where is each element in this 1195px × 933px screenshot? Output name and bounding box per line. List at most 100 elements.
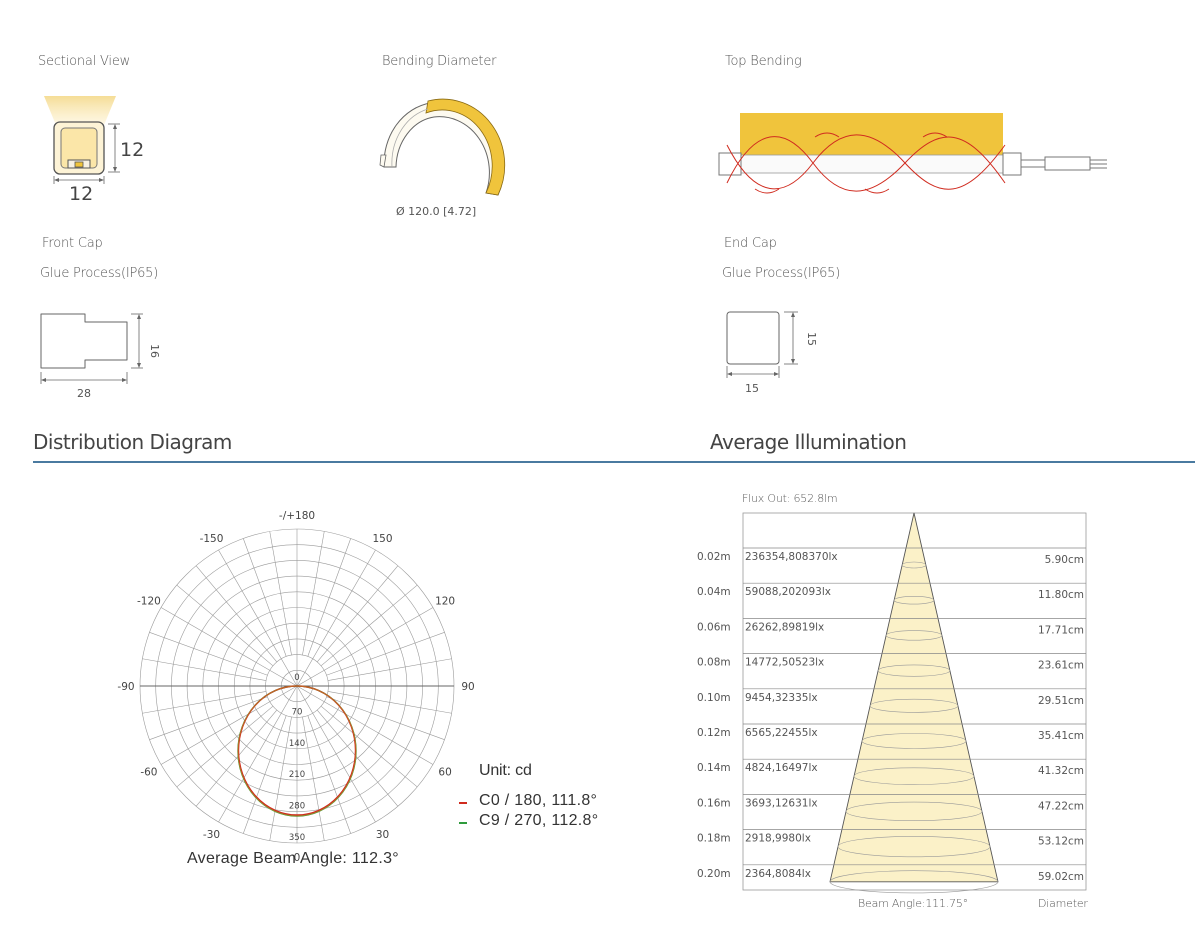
- polar-grid-spoke: [195, 565, 278, 663]
- polar-grid-spoke: [142, 658, 267, 681]
- legend-label-c9: C9 / 270, 112.8°: [479, 812, 599, 829]
- polar-grid-spoke: [307, 538, 351, 657]
- illumination-lux: 14772,50523lx: [745, 657, 824, 669]
- polar-radial-label: 140: [289, 739, 305, 749]
- illumination-distance: 0.16m: [697, 797, 731, 809]
- illumination-distance: 0.12m: [697, 727, 731, 739]
- polar-grid-spoke: [320, 705, 418, 788]
- polar-radial-label: 280: [289, 802, 305, 812]
- bending-diameter-drawing: Ø 120.0 [4.72]: [379, 98, 506, 218]
- legend-label-c0: C0 / 180, 111.8°: [479, 792, 598, 809]
- front-cap-drawing: 16 28: [40, 313, 161, 400]
- legend-swatch-c9: [459, 822, 467, 824]
- polar-grid-spoke: [149, 632, 268, 676]
- illumination-distance: 0.06m: [697, 621, 731, 633]
- average-illumination-heading: Average Illumination: [710, 430, 907, 454]
- illumination-distance: 0.08m: [697, 657, 731, 669]
- sectional-width-dim: 12: [69, 183, 93, 205]
- illumination-lux: 6565,22455lx: [745, 727, 818, 739]
- unit-label: Unit: cd: [479, 762, 532, 779]
- illumination-distance: 0.10m: [697, 692, 731, 704]
- polar-grid-spoke: [296, 685, 376, 823]
- beam-angle-label: Beam Angle:111.75°: [858, 897, 968, 910]
- bending-diameter-label: Bending Diameter: [382, 54, 497, 69]
- beam-cross-section: [893, 595, 935, 605]
- polar-angle-label: 0: [294, 852, 301, 864]
- polar-angle-label: -150: [200, 533, 224, 545]
- polar-grid-spoke: [296, 685, 434, 765]
- illumination-frame: [742, 512, 1087, 891]
- polar-angle-label: -90: [117, 681, 134, 693]
- polar-grid-spoke: [218, 685, 298, 823]
- polar-grid-spoke: [269, 531, 292, 656]
- polar-grid-spoke: [218, 549, 298, 687]
- polar-angle-label: 90: [461, 681, 474, 693]
- sectional-view-drawing: 12 12: [44, 96, 144, 205]
- legend-swatch-c0: [459, 802, 467, 804]
- illumination-lux: 236354,808370lx: [745, 551, 838, 563]
- polar-radial-label: 350: [289, 833, 305, 843]
- polar-grid-spoke: [327, 691, 452, 714]
- distribution-diagram-heading: Distribution Diagram: [33, 430, 232, 454]
- front-cap-height-dim: 16: [148, 344, 161, 358]
- illumination-distance: 0.18m: [697, 833, 731, 845]
- beam-cross-section: [901, 561, 927, 569]
- illumination-diameter: 53.12cm: [1038, 836, 1084, 848]
- polar-grid-spoke: [160, 607, 298, 687]
- illumination-lux: 26262,89819lx: [745, 621, 824, 633]
- end-glue-process-label: Glue Process(IP65): [722, 266, 841, 281]
- beam-cross-section: [885, 630, 943, 641]
- average-beam-angle: Average Beam Angle: 112.3°: [187, 850, 399, 867]
- polar-grid-spoke: [296, 607, 434, 687]
- beam-cross-section: [845, 801, 983, 822]
- polar-grid-spoke: [302, 716, 325, 841]
- illumination-diameter: 29.51cm: [1038, 695, 1084, 707]
- polar-radial-label: 210: [289, 770, 305, 780]
- illumination-lux: 9454,32335lx: [745, 692, 818, 704]
- polar-angle-label: 30: [376, 829, 389, 841]
- top-bending-label: Top Bending: [725, 54, 802, 69]
- illumination-lux: 2918,9980lx: [745, 833, 811, 845]
- polar-grid-spoke: [296, 549, 376, 687]
- front-glue-process-label: Glue Process(IP65): [40, 266, 159, 281]
- polar-grid-spoke: [243, 538, 287, 657]
- polar-grid-spoke: [302, 531, 325, 656]
- illumination-lux: 4824,16497lx: [745, 762, 818, 774]
- polar-angle-label: 120: [435, 596, 455, 608]
- illumination-lux: 3693,12631lx: [745, 797, 818, 809]
- end-cap-label: End Cap: [724, 236, 777, 251]
- polar-grid-spoke: [243, 715, 287, 834]
- end-cap-drawing: 15 15: [726, 311, 818, 395]
- diameter-column-label: Diameter: [1038, 897, 1088, 910]
- beam-cross-section: [877, 664, 951, 677]
- polar-angle-label: -120: [137, 596, 161, 608]
- beam-cross-section: [853, 767, 975, 785]
- illumination-diameter: 59.02cm: [1038, 871, 1084, 883]
- end-cap-width-dim: 15: [745, 382, 759, 395]
- polar-angle-label: -/+180: [279, 510, 315, 522]
- illumination-diameter: 5.90cm: [1045, 554, 1084, 566]
- illumination-diameter: 35.41cm: [1038, 730, 1084, 742]
- illumination-lux: 2364,8084lx: [745, 868, 811, 880]
- illumination-distance: 0.14m: [697, 762, 731, 774]
- illumination-distance: 0.04m: [697, 586, 731, 598]
- illumination-lux: 59088,202093lx: [745, 586, 831, 598]
- polar-grid-spoke: [326, 632, 445, 676]
- section-divider: [33, 461, 1195, 463]
- polar-radial-label: 70: [292, 707, 303, 717]
- polar-distribution-diagram: -/+180 150 -150 120 -120 90 -90 60 -60 30 -30 0 0 70 1…: [117, 510, 474, 864]
- polar-grid-spoke: [176, 705, 274, 788]
- beam-cross-section: [829, 870, 999, 894]
- beam-cone: [829, 512, 999, 883]
- polar-grid-spoke: [307, 715, 351, 834]
- polar-grid-spoke: [320, 584, 418, 667]
- polar-grid-spoke: [316, 709, 399, 807]
- top-bending-drawing: [718, 113, 1107, 194]
- polar-grid-spoke: [316, 565, 399, 663]
- polar-curve-overlap: [237, 685, 357, 817]
- front-cap-width-dim: 28: [77, 387, 91, 400]
- front-cap-label: Front Cap: [42, 236, 103, 251]
- end-cap-height-dim: 15: [805, 332, 818, 346]
- polar-radial-label: 0: [294, 673, 299, 683]
